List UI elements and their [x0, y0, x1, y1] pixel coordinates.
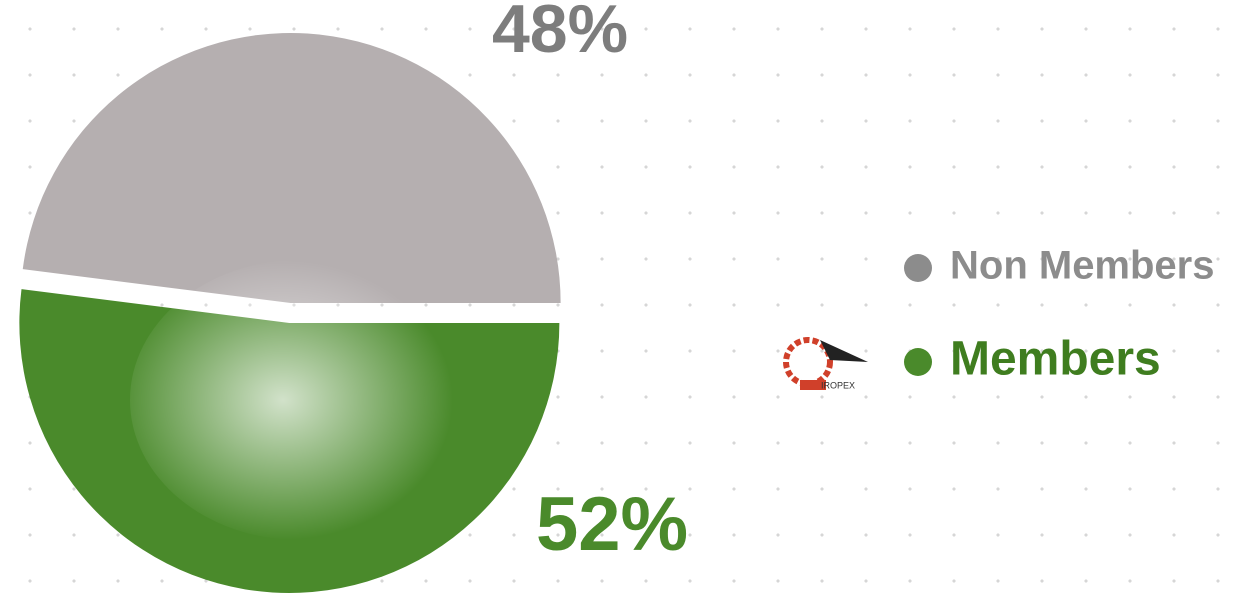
legend-swatch — [904, 254, 932, 282]
chart: 48% Non Members 52% Members IROPEX — [0, 0, 1259, 593]
value-label: 52% — [536, 482, 688, 567]
logo-wing — [820, 340, 868, 362]
value-label: 48% — [492, 0, 628, 67]
logo-text: IROPEX — [821, 380, 855, 390]
hand-highlight — [130, 260, 470, 540]
legend-swatch — [904, 348, 932, 376]
legend-label: Members — [950, 333, 1161, 386]
logo: IROPEX — [786, 340, 868, 390]
legend-label: Non Members — [950, 244, 1215, 288]
